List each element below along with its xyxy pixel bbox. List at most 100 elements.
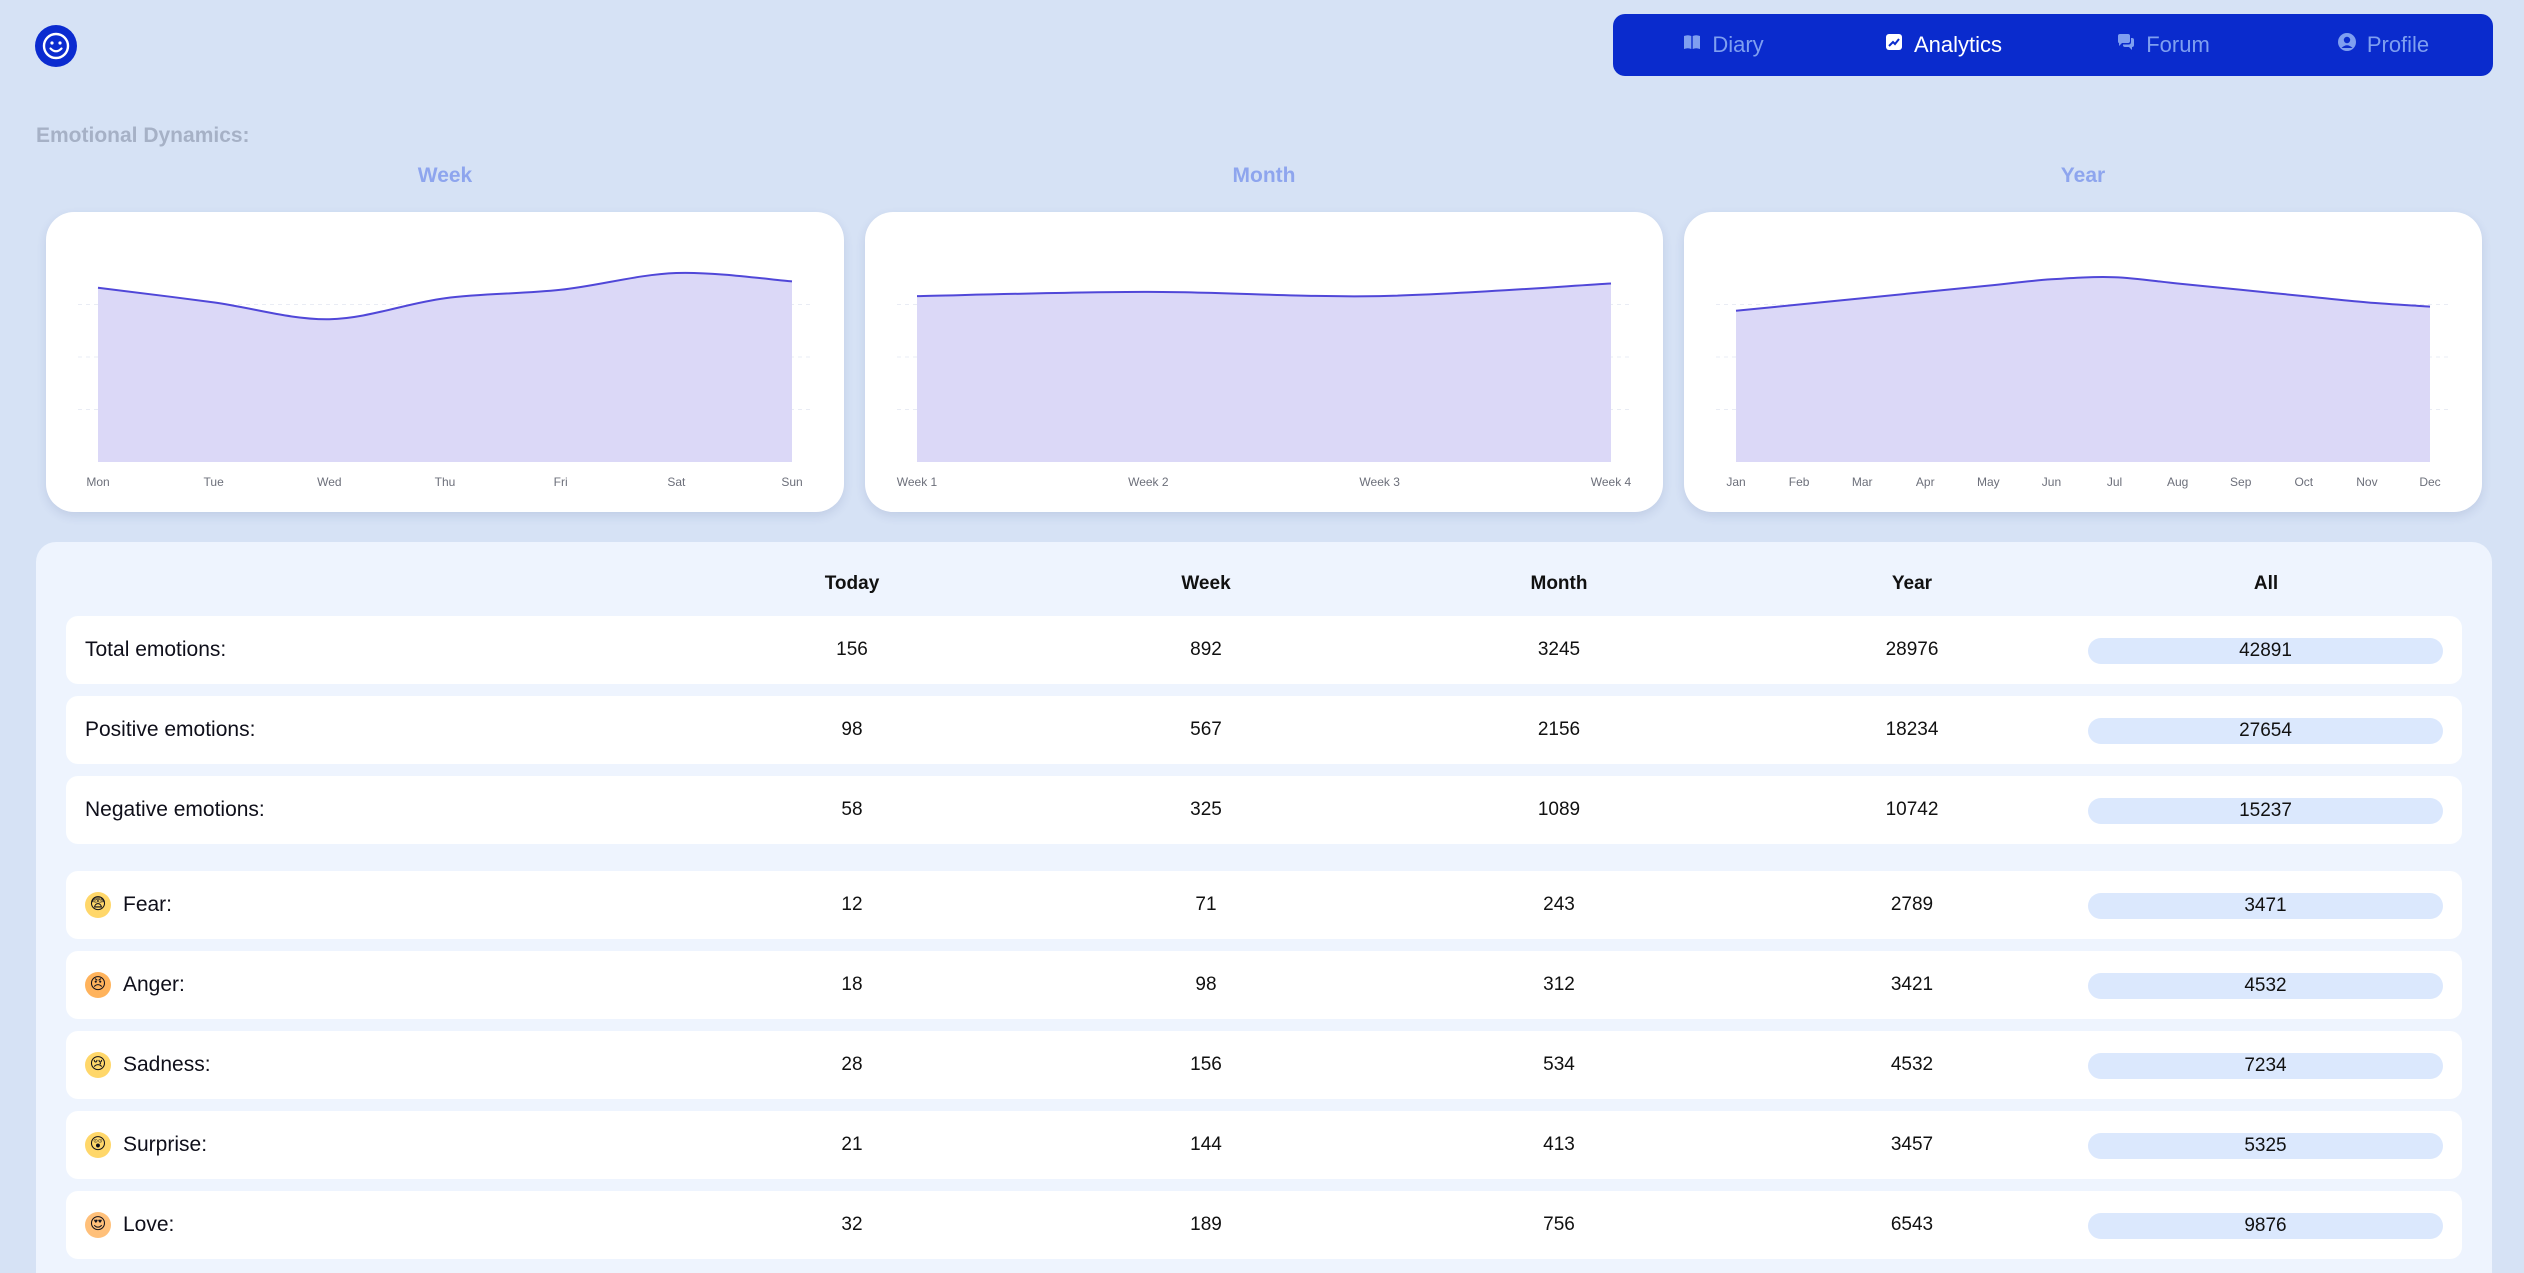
- cell-today: 12: [841, 894, 863, 915]
- cell-week: 189: [1190, 1214, 1222, 1235]
- cell-all-badge: 9876: [2088, 1213, 2443, 1239]
- x-tick-label: Nov: [2356, 475, 2377, 489]
- row-label: Negative emotions:: [85, 798, 265, 821]
- main-nav: Diary Analytics Forum Profile: [1613, 14, 2493, 76]
- chart-point: [95, 285, 101, 291]
- nav-item-analytics[interactable]: Analytics: [1833, 14, 2053, 76]
- chart-point: [211, 299, 217, 305]
- cell-year: 4532: [1890, 1054, 1934, 1075]
- table-row-total: Total emotions: 156 892 3245 28976 42891: [66, 616, 2462, 684]
- cell-week: 144: [1190, 1134, 1222, 1155]
- row-label-text: Sadness:: [123, 1053, 211, 1076]
- chart-title-year: Year: [2060, 164, 2106, 187]
- chart-line: [97, 271, 793, 321]
- cell-month: 2156: [1537, 719, 1581, 740]
- cell-month: 243: [1543, 894, 1575, 915]
- year-chart: Jan Feb Mar Apr May Jun Jul Aug Sep Oct Nov Dec: [1716, 274, 2450, 489]
- cell-all-badge: 15237: [2088, 798, 2443, 824]
- x-tick-label: Feb: [1789, 475, 1810, 489]
- x-tick-label: Week 3: [1359, 475, 1400, 489]
- x-tick-label: Week 2: [1128, 475, 1169, 489]
- cell-all-badge: 27654: [2088, 718, 2443, 744]
- chart-card-year: Jan Feb Mar Apr May Jun Jul Aug Sep Oct Nov Dec: [1684, 212, 2482, 512]
- column-header-week: Week: [1181, 573, 1231, 594]
- chart-point: [1796, 302, 1802, 308]
- cell-today: 156: [836, 639, 868, 660]
- nav-label: Profile: [2366, 32, 2430, 57]
- table-row-negative: Negative emotions: 58 325 1089 10742 152…: [66, 776, 2462, 844]
- sadness-emoji-icon: 😢: [85, 1052, 111, 1078]
- section-title: Emotional Dynamics:: [36, 124, 250, 147]
- chart-point: [1377, 293, 1383, 299]
- chart-point: [2427, 304, 2433, 310]
- cell-week: 98: [1195, 974, 1217, 995]
- nav-item-diary[interactable]: Diary: [1613, 14, 1833, 76]
- cell-year: 2789: [1890, 894, 1934, 915]
- chart-point: [326, 316, 332, 322]
- month-chart: Week 1 Week 2 Week 3 Week 4: [897, 281, 1632, 489]
- chart-point: [2048, 276, 2054, 282]
- column-header-year: Year: [1891, 573, 1933, 594]
- cell-year: 28976: [1885, 639, 1939, 660]
- row-label: 😢 Sadness:: [85, 1031, 211, 1099]
- cell-year: 3421: [1890, 974, 1934, 995]
- cell-today: 28: [841, 1054, 863, 1075]
- user-icon: [2337, 32, 2357, 58]
- row-label-text: Surprise:: [123, 1133, 208, 1156]
- cell-today: 58: [841, 799, 863, 820]
- cell-week: 71: [1195, 894, 1217, 915]
- x-tick-label: Dec: [2419, 475, 2440, 489]
- x-tick-label: Tue: [204, 475, 225, 489]
- chart-card-week: Mon Tue Wed Thu Fri Sat Sun: [46, 212, 844, 512]
- row-label: Total emotions:: [85, 638, 227, 661]
- x-tick-label: Sep: [2230, 475, 2252, 489]
- smiley-icon[interactable]: [35, 25, 77, 67]
- row-label: 😠 Anger:: [85, 951, 185, 1019]
- row-label: Positive emotions:: [85, 718, 256, 741]
- nav-label: Forum: [2146, 32, 2210, 57]
- cell-today: 21: [841, 1134, 863, 1155]
- row-label: 😲 Surprise:: [85, 1111, 207, 1179]
- x-tick-label: Mon: [86, 475, 109, 489]
- chart-point: [1608, 281, 1614, 287]
- chart-point: [789, 278, 795, 284]
- week-chart: Mon Tue Wed Thu Fri Sat Sun: [78, 270, 812, 489]
- chart-point: [1733, 308, 1739, 314]
- chart-point: [2112, 274, 2118, 280]
- nav-item-profile[interactable]: Profile: [2273, 14, 2493, 76]
- nav-item-forum[interactable]: Forum: [2053, 14, 2273, 76]
- chart-point: [673, 270, 679, 276]
- nav-label: Analytics: [1913, 32, 2003, 57]
- cell-all-badge: 3471: [2088, 893, 2443, 919]
- cell-week: 892: [1190, 639, 1222, 660]
- chart-title-week: Week: [417, 164, 473, 187]
- cell-week: 325: [1190, 799, 1222, 820]
- x-tick-label: May: [1977, 475, 2000, 489]
- chart-point: [1985, 283, 1991, 289]
- chart-area: [98, 272, 792, 462]
- cell-all-badge: 42891: [2088, 638, 2443, 664]
- column-header-today: Today: [824, 573, 880, 594]
- love-emoji-icon: 😍: [85, 1212, 111, 1238]
- anger-emoji-icon: 😠: [85, 972, 111, 998]
- chart-point: [442, 295, 448, 301]
- x-tick-label: Jun: [2042, 475, 2061, 489]
- cell-year: 10742: [1885, 799, 1939, 820]
- cell-today: 98: [841, 719, 863, 740]
- chart-line: [916, 282, 1612, 298]
- row-label: 😍 Love:: [85, 1191, 174, 1259]
- chart-area: [917, 283, 1611, 462]
- chart-area: [1736, 277, 2430, 462]
- cell-today: 18: [841, 974, 863, 995]
- cell-all-badge: 7234: [2088, 1053, 2443, 1079]
- table-row-positive: Positive emotions: 98 567 2156 18234 276…: [66, 696, 2462, 764]
- book-icon: [1682, 32, 1702, 58]
- cell-week: 156: [1190, 1054, 1222, 1075]
- chart-point: [1922, 289, 1928, 295]
- x-tick-label: Sun: [781, 475, 802, 489]
- cell-year: 3457: [1890, 1134, 1934, 1155]
- nav-label: Diary: [1712, 32, 1764, 57]
- table-row-sadness: 😢 Sadness: 28 156 534 4532 7234: [66, 1031, 2462, 1099]
- cell-month: 413: [1543, 1134, 1575, 1155]
- x-tick-label: Aug: [2167, 475, 2188, 489]
